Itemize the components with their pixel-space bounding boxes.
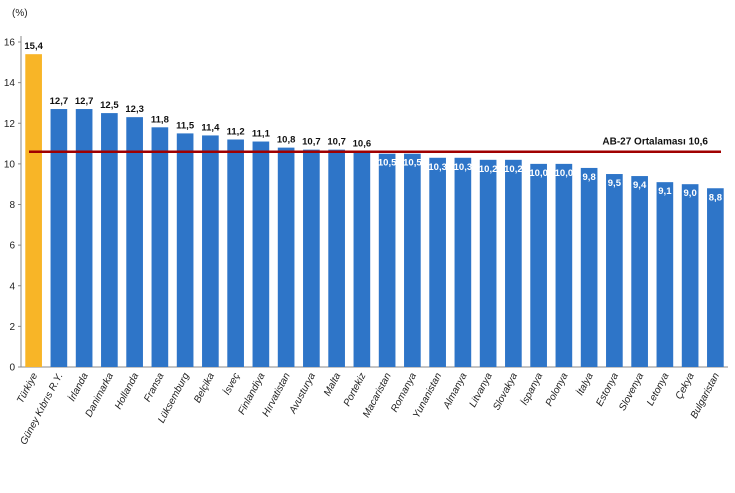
category-label: Portekiz: [342, 371, 369, 408]
category-label: İrlanda: [66, 370, 91, 403]
bar: [707, 188, 724, 367]
bar: [227, 139, 244, 367]
bar-value-label: 11,5: [176, 120, 195, 131]
bar-value-label: 9,0: [684, 188, 697, 199]
bar-value-label: 10,5: [378, 158, 397, 169]
category-label: Estonya: [594, 371, 621, 408]
bar: [505, 159, 522, 367]
bar: [50, 109, 68, 367]
bar: [75, 109, 93, 367]
average-line-group: AB-27 Ortalaması 10,6: [29, 137, 721, 153]
category-label: Fransa: [142, 371, 167, 404]
bar-value-label: 10,3: [428, 162, 447, 173]
bar-value-label: 11,8: [151, 114, 169, 125]
category-label: Slovenya: [617, 371, 646, 413]
bar-value-label: 12,5: [100, 100, 119, 111]
bar-value-label: 12,3: [125, 104, 144, 115]
y-tick-label: 0: [9, 363, 15, 374]
y-tick-label: 8: [9, 200, 15, 211]
bar-value-label: 10,3: [454, 162, 473, 173]
category-label: Litvanya: [468, 371, 495, 409]
bar: [353, 151, 371, 367]
category-label: Slovakya: [491, 371, 520, 412]
bar: [631, 176, 648, 367]
bar: [252, 141, 270, 367]
bar: [101, 113, 118, 367]
y-tick-label: 16: [4, 38, 16, 49]
y-tick-label: 14: [4, 78, 16, 89]
category-label: Letonya: [645, 371, 672, 408]
bar-value-label: 10,2: [504, 164, 523, 175]
bar: [126, 117, 143, 367]
category-label: Çekya: [674, 371, 697, 402]
bar-value-label: 10,7: [302, 137, 321, 148]
bar-value-label: 11,1: [252, 129, 271, 140]
category-label: Hollanda: [113, 371, 141, 411]
bar-value-label: 15,4: [24, 41, 43, 52]
bar-value-label: 8,8: [709, 192, 722, 203]
bar-value-label: 10,6: [353, 139, 372, 150]
bar: [555, 163, 573, 367]
category-label: Polonya: [544, 371, 571, 408]
bar: [580, 167, 598, 367]
y-tick-label: 4: [9, 281, 15, 292]
bar: [277, 147, 295, 367]
category-label: İspanya: [518, 370, 545, 407]
bar: [454, 157, 472, 367]
bar-value-label: 10,0: [555, 168, 574, 179]
y-tick-label: 12: [4, 119, 16, 130]
bar-value-label: 12,7: [75, 96, 94, 107]
y-axis-unit-label: (%): [12, 8, 28, 19]
bar-value-label: 12,7: [50, 96, 69, 107]
category-label: İsveç: [221, 371, 243, 397]
bar-value-label: 11,4: [201, 122, 220, 133]
bar: [303, 149, 320, 367]
bar: [606, 174, 623, 367]
bar: [202, 135, 219, 367]
category-label: Türkiye: [15, 371, 40, 405]
bar: [429, 157, 446, 367]
bar: [25, 54, 42, 367]
y-tick-label: 2: [9, 322, 15, 333]
bar: [328, 149, 345, 367]
bar-value-label: 10,8: [277, 135, 296, 146]
category-label: İtalya: [574, 370, 596, 397]
bar: [378, 153, 396, 367]
bar-value-label: 10,0: [529, 168, 548, 179]
bar: [404, 153, 421, 367]
average-label: AB-27 Ortalaması 10,6: [602, 137, 708, 148]
bar: [176, 133, 194, 367]
y-tick-label: 6: [9, 241, 15, 252]
bar-value-label: 11,2: [227, 127, 245, 138]
category-label: Almanya: [441, 371, 470, 412]
y-tick-label: 10: [4, 159, 16, 170]
bar: [479, 159, 497, 367]
value-labels: 15,4 12,7 12,7 12,5 12,3 11,8 11,5 11,4 11,2 11,1…: [24, 41, 722, 203]
bar: [530, 163, 547, 367]
bar-value-label: 10,2: [479, 164, 498, 175]
bar-value-label: 10,7: [327, 137, 346, 148]
bars: [25, 54, 724, 367]
bar-value-label: 9,8: [583, 172, 596, 183]
bar: [656, 182, 674, 367]
bar: [151, 127, 169, 367]
bar: [681, 184, 699, 367]
bar-value-label: 9,1: [658, 186, 672, 197]
bar-value-label: 10,5: [403, 158, 422, 169]
bar-value-label: 9,5: [608, 178, 622, 189]
category-label: Belçika: [192, 371, 217, 405]
bar-value-label: 9,4: [633, 180, 647, 191]
category-label: Malta: [322, 371, 343, 398]
